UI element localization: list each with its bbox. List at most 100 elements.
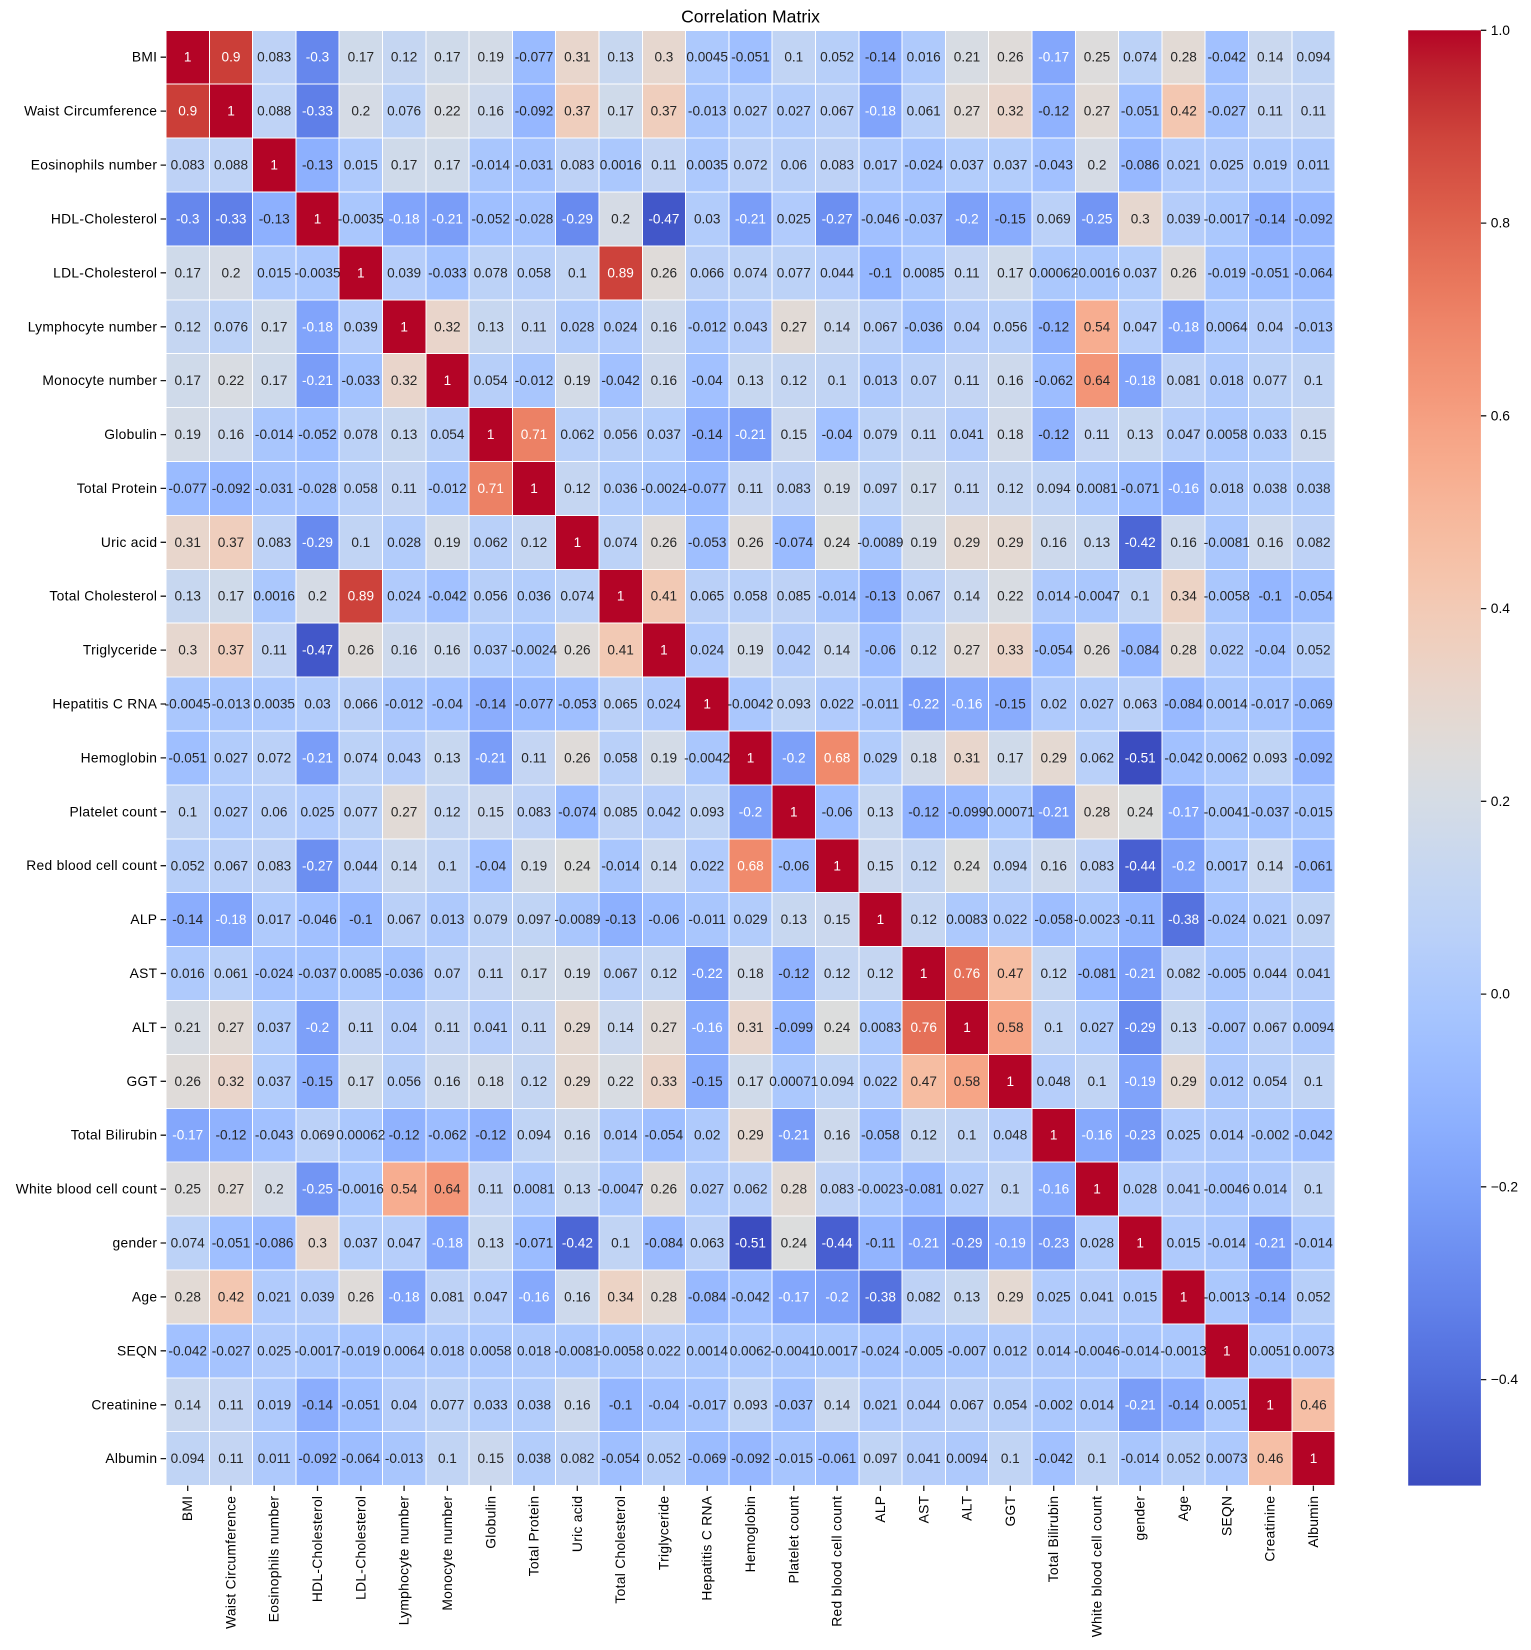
svg-text:Age: Age — [132, 1289, 157, 1304]
svg-text:-0.13: -0.13 — [259, 211, 290, 226]
svg-text:0.094: 0.094 — [171, 1451, 205, 1466]
svg-text:-0.074: -0.074 — [775, 535, 814, 550]
svg-text:0.083: 0.083 — [777, 481, 811, 496]
svg-text:0.043: 0.043 — [733, 319, 767, 334]
svg-text:0.12: 0.12 — [997, 481, 1023, 496]
svg-text:0.24: 0.24 — [954, 858, 981, 873]
svg-text:0.1: 0.1 — [958, 1128, 977, 1143]
svg-text:0.012: 0.012 — [993, 1343, 1027, 1358]
svg-text:-0.042: -0.042 — [1208, 50, 1247, 65]
svg-text:0.12: 0.12 — [910, 858, 936, 873]
svg-text:-0.017: -0.017 — [688, 1397, 727, 1412]
svg-text:0.018: 0.018 — [430, 1343, 464, 1358]
svg-text:0.76: 0.76 — [954, 966, 980, 981]
svg-text:0.047: 0.047 — [474, 1290, 508, 1305]
svg-text:-0.29: -0.29 — [302, 535, 333, 550]
svg-text:0.19: 0.19 — [564, 966, 590, 981]
svg-text:0.34: 0.34 — [607, 1290, 634, 1305]
svg-text:0.014: 0.014 — [604, 1128, 638, 1143]
svg-text:-0.031: -0.031 — [515, 158, 554, 173]
svg-text:-0.084: -0.084 — [1121, 643, 1160, 658]
svg-text:-0.005: -0.005 — [1208, 966, 1247, 981]
svg-text:0.056: 0.056 — [993, 319, 1027, 334]
svg-text:0.14: 0.14 — [824, 643, 851, 658]
svg-text:0.077: 0.077 — [344, 804, 378, 819]
svg-text:0.26: 0.26 — [651, 265, 677, 280]
svg-text:-0.042: -0.042 — [731, 1290, 770, 1305]
svg-text:0.015: 0.015 — [257, 265, 291, 280]
svg-text:-0.15: -0.15 — [995, 697, 1026, 712]
svg-text:0.04: 0.04 — [391, 1397, 418, 1412]
svg-text:-0.058: -0.058 — [861, 1128, 900, 1143]
svg-text:-0.012: -0.012 — [428, 481, 467, 496]
svg-text:0.027: 0.027 — [733, 104, 767, 119]
svg-text:0.0058: 0.0058 — [470, 1343, 512, 1358]
svg-text:0.32: 0.32 — [391, 373, 417, 388]
svg-text:0.018: 0.018 — [1210, 481, 1244, 496]
svg-text:Triglyceride: Triglyceride — [657, 1496, 672, 1570]
svg-text:LDL-Cholesterol: LDL-Cholesterol — [353, 1496, 368, 1600]
svg-text:-0.14: -0.14 — [1255, 1290, 1286, 1305]
svg-text:Globulin: Globulin — [104, 427, 157, 442]
svg-text:0.15: 0.15 — [1300, 427, 1326, 442]
svg-text:-0.33: -0.33 — [216, 211, 247, 226]
svg-text:0.0051: 0.0051 — [1206, 1397, 1248, 1412]
svg-text:GGT: GGT — [1003, 1495, 1018, 1526]
svg-text:-0.046: -0.046 — [298, 912, 337, 927]
svg-text:-0.21: -0.21 — [778, 1128, 809, 1143]
svg-text:-0.38: -0.38 — [865, 1290, 896, 1305]
svg-text:-0.29: -0.29 — [952, 1236, 983, 1251]
svg-text:0.082: 0.082 — [560, 1451, 594, 1466]
svg-text:0.052: 0.052 — [820, 50, 854, 65]
svg-text:-0.084: -0.084 — [645, 1236, 684, 1251]
svg-text:Hepatitis C RNA: Hepatitis C RNA — [52, 697, 157, 712]
svg-text:Red blood cell count: Red blood cell count — [830, 1496, 845, 1627]
svg-text:-0.0013: -0.0013 — [1204, 1290, 1250, 1305]
svg-text:0.025: 0.025 — [257, 1343, 291, 1358]
svg-text:0.094: 0.094 — [1296, 50, 1330, 65]
svg-text:0.16: 0.16 — [997, 373, 1023, 388]
svg-text:ALT: ALT — [132, 1020, 157, 1035]
svg-text:0.18: 0.18 — [910, 750, 936, 765]
svg-text:0.21: 0.21 — [954, 50, 980, 65]
svg-text:0.27: 0.27 — [651, 1020, 677, 1035]
svg-text:0.0083: 0.0083 — [946, 912, 988, 927]
svg-text:0.14: 0.14 — [954, 589, 981, 604]
svg-text:0.027: 0.027 — [1080, 697, 1114, 712]
svg-text:0.68: 0.68 — [737, 858, 763, 873]
svg-text:0.14: 0.14 — [651, 858, 678, 873]
svg-text:-0.12: -0.12 — [389, 1128, 420, 1143]
svg-text:0.047: 0.047 — [387, 1236, 421, 1251]
svg-text:0.2: 0.2 — [611, 211, 630, 226]
svg-text:0.037: 0.037 — [474, 643, 508, 658]
svg-text:0.15: 0.15 — [781, 427, 807, 442]
svg-text:-0.27: -0.27 — [302, 858, 333, 873]
svg-text:0.13: 0.13 — [954, 1290, 980, 1305]
svg-text:-0.092: -0.092 — [298, 1451, 337, 1466]
svg-text:1: 1 — [703, 697, 711, 712]
svg-text:1: 1 — [920, 966, 928, 981]
svg-text:0.058: 0.058 — [517, 265, 551, 280]
svg-text:-0.061: -0.061 — [818, 1451, 857, 1466]
svg-text:0.16: 0.16 — [564, 1290, 590, 1305]
svg-text:0.33: 0.33 — [997, 643, 1023, 658]
svg-text:0.6: 0.6 — [1491, 408, 1511, 423]
svg-text:0.022: 0.022 — [863, 1074, 897, 1089]
svg-text:-0.019: -0.019 — [1208, 265, 1247, 280]
svg-text:0.27: 0.27 — [391, 804, 417, 819]
svg-text:0.19: 0.19 — [910, 535, 936, 550]
svg-text:-0.0042: -0.0042 — [727, 697, 773, 712]
svg-text:-0.007: -0.007 — [948, 1343, 987, 1358]
svg-text:-0.47: -0.47 — [302, 643, 333, 658]
svg-text:0.047: 0.047 — [1167, 427, 1201, 442]
svg-text:-0.11: -0.11 — [1125, 912, 1155, 927]
svg-text:0.31: 0.31 — [174, 535, 200, 550]
svg-text:-0.0017: -0.0017 — [1204, 211, 1250, 226]
svg-text:0.12: 0.12 — [391, 50, 417, 65]
svg-text:0.11: 0.11 — [348, 1020, 373, 1035]
svg-text:-0.14: -0.14 — [1168, 1397, 1199, 1412]
svg-text:ALP: ALP — [873, 1496, 888, 1523]
svg-text:0.097: 0.097 — [863, 481, 897, 496]
svg-text:0.0064: 0.0064 — [383, 1343, 425, 1358]
svg-text:Uric acid: Uric acid — [101, 535, 157, 550]
